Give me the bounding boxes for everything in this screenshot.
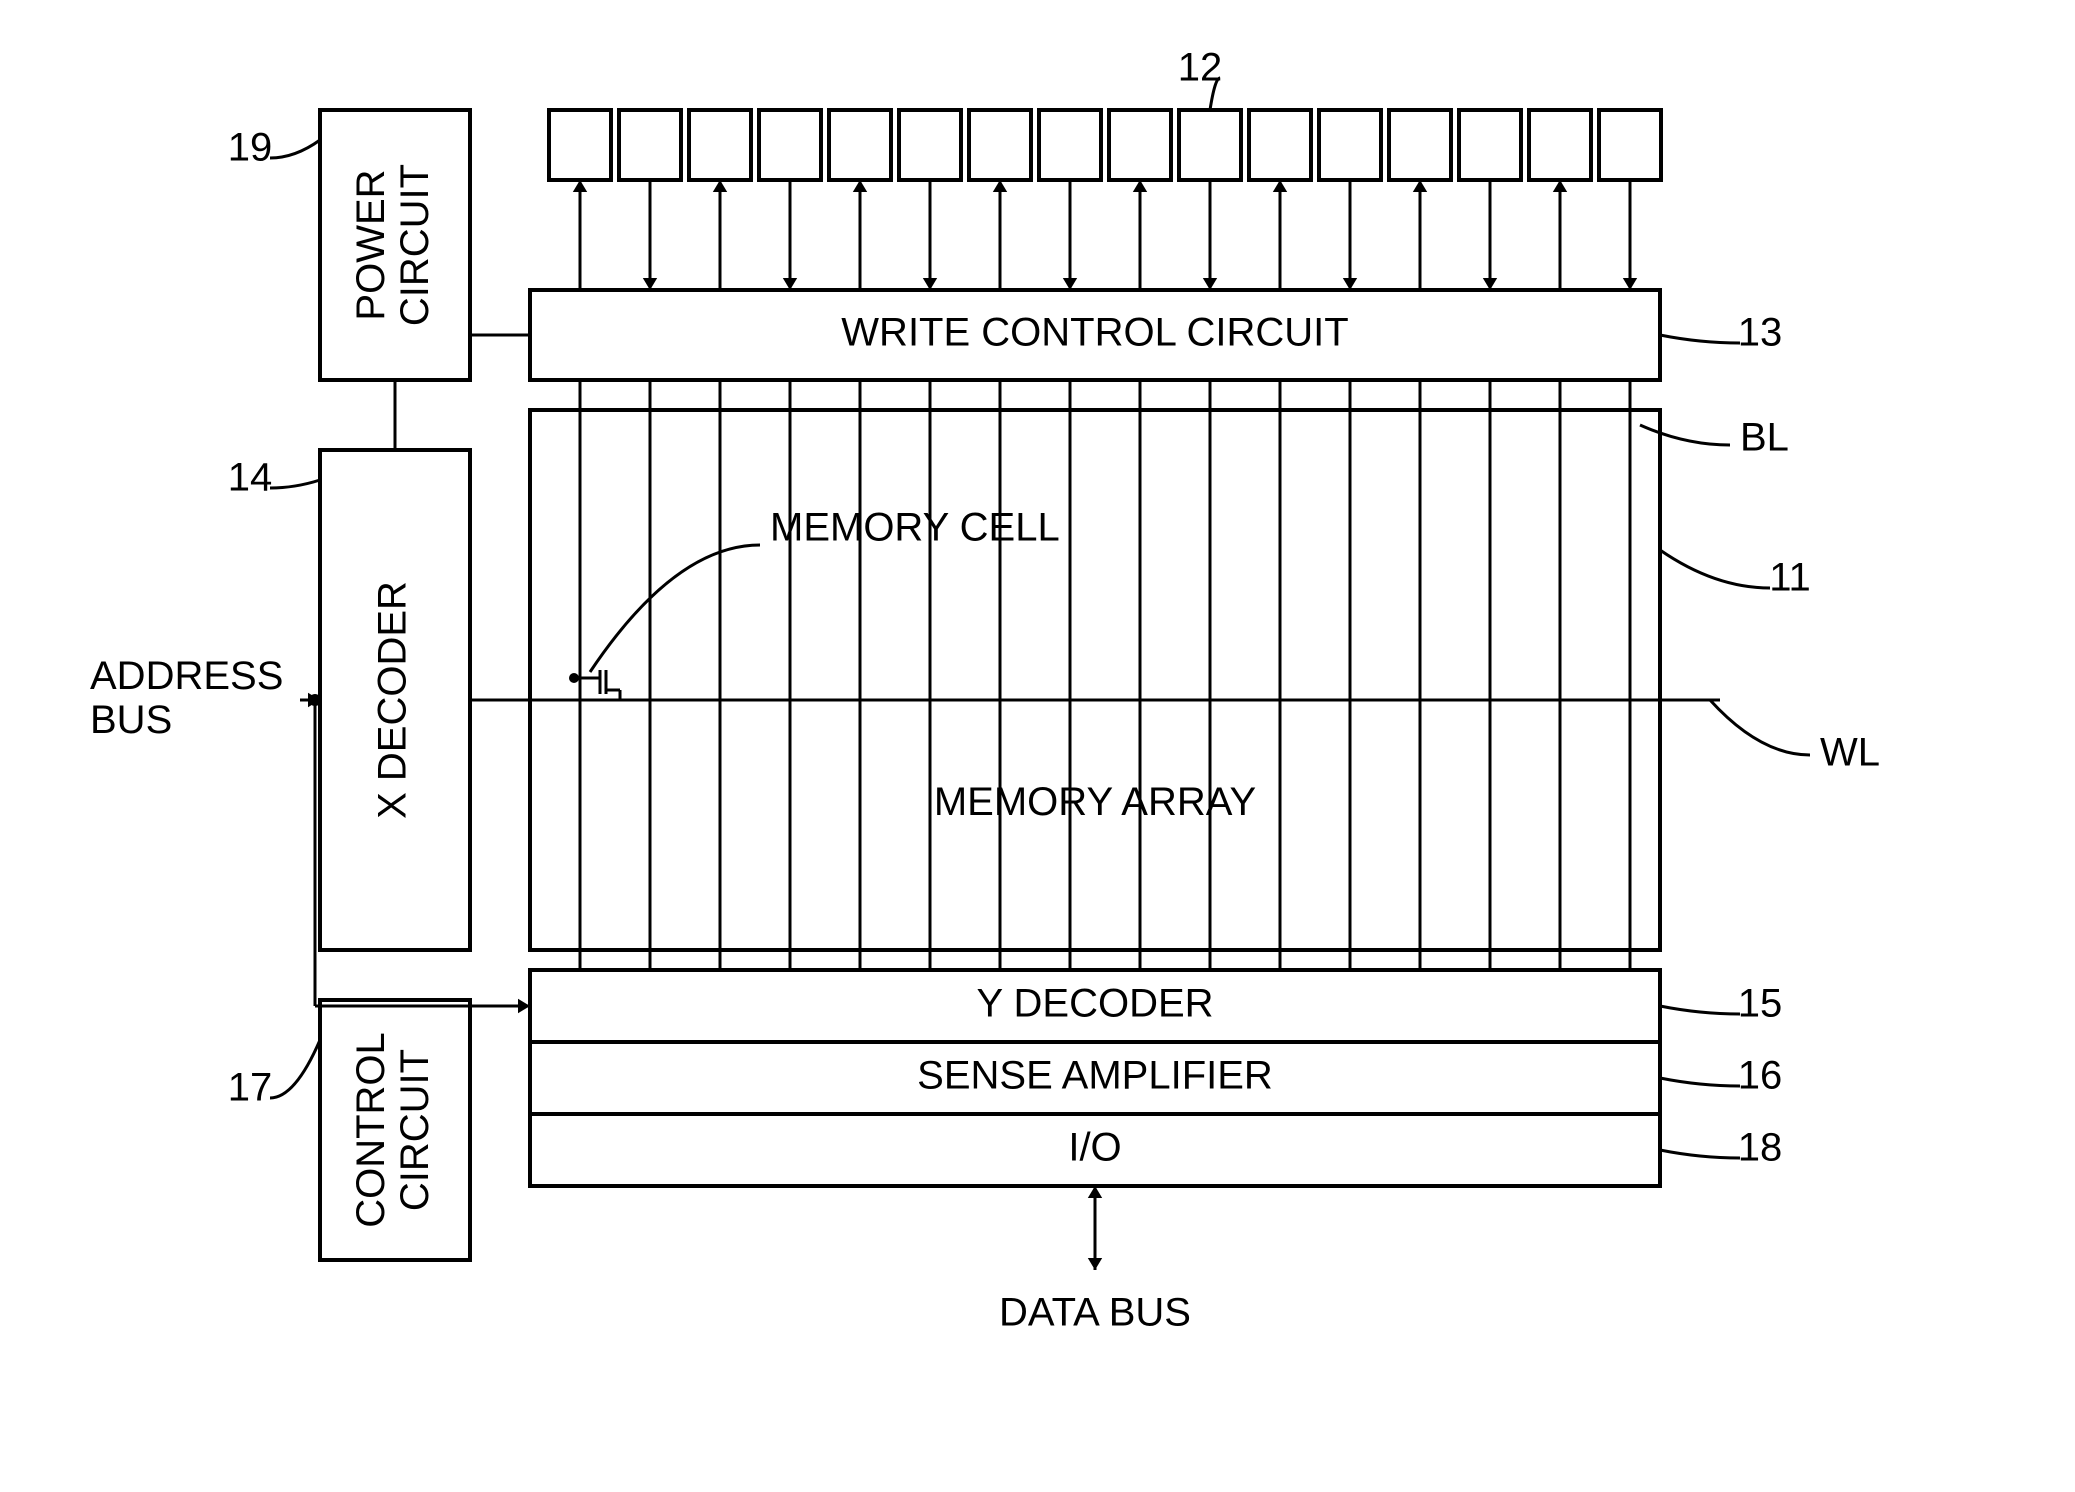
register-cell — [1039, 110, 1101, 180]
register-cell — [969, 110, 1031, 180]
label-io: I/O — [1068, 1126, 1121, 1170]
register-cell — [1389, 110, 1451, 180]
register-cell — [1599, 110, 1661, 180]
register-cell — [1319, 110, 1381, 180]
ref-18: 18 — [1738, 1126, 1783, 1170]
register-cell — [549, 110, 611, 180]
register-cell — [1459, 110, 1521, 180]
register-cell — [759, 110, 821, 180]
label-address-bus: ADDRESSBUS — [90, 654, 283, 742]
ref-14: 14 — [228, 456, 273, 500]
ref-17: 17 — [228, 1066, 273, 1110]
ref-19: 19 — [228, 126, 273, 170]
ref-13: 13 — [1738, 311, 1783, 355]
label-BL: BL — [1740, 416, 1789, 460]
label-memory-cell: MEMORY CELL — [770, 506, 1060, 550]
label-data-bus: DATA BUS — [999, 1291, 1191, 1335]
register-cell — [1109, 110, 1171, 180]
ref-11: 11 — [1769, 556, 1811, 600]
label-WL: WL — [1820, 731, 1880, 775]
label-y-decoder: Y DECODER — [976, 982, 1213, 1026]
label-write-control: WRITE CONTROL CIRCUIT — [841, 311, 1348, 355]
register-cell — [689, 110, 751, 180]
register-cell — [899, 110, 961, 180]
ref-15: 15 — [1738, 982, 1783, 1026]
register-cell — [619, 110, 681, 180]
memory-cell-node — [569, 673, 579, 683]
ref-16: 16 — [1738, 1054, 1783, 1098]
register-cell — [1249, 110, 1311, 180]
label-x-decoder: X DECODER — [371, 581, 415, 819]
register-cell — [1529, 110, 1591, 180]
label-memory-array: MEMORY ARRAY — [934, 780, 1256, 824]
label-power-circuit: POWERCIRCUIT — [349, 164, 437, 326]
register-cell — [829, 110, 891, 180]
label-sense-amplifier: SENSE AMPLIFIER — [917, 1054, 1273, 1098]
register-cell — [1179, 110, 1241, 180]
label-control-circuit: CONTROLCIRCUIT — [349, 1032, 437, 1228]
